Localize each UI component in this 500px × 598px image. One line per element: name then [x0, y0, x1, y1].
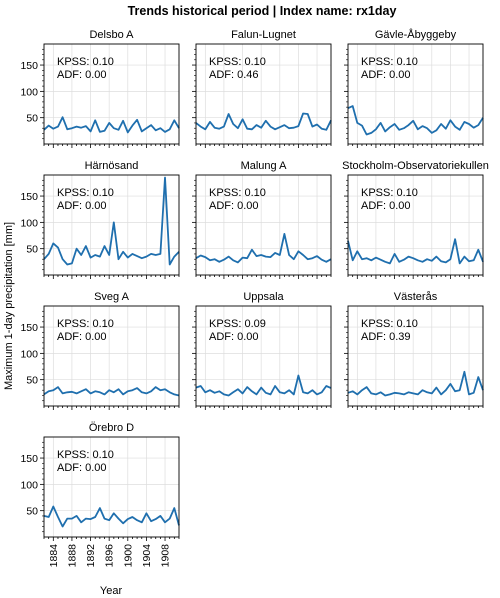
adf-annotation: ADF: 0.00 [361, 200, 411, 212]
adf-annotation: ADF: 0.39 [361, 331, 411, 343]
panel-frame [347, 174, 484, 276]
series-line [43, 505, 180, 528]
panel-title: Falun-Lugnet [231, 29, 296, 41]
panel-5: Stockholm-Observatoriekullen KPSS: 0.10AD… [342, 160, 489, 279]
adf-annotation: ADF: 0.00 [361, 69, 411, 81]
panel-frame [195, 174, 332, 276]
y-tick-label: 150 [20, 60, 38, 72]
kpss-annotation: KPSS: 0.09 [209, 318, 266, 330]
kpss-annotation: KPSS: 0.10 [361, 56, 418, 68]
panel-title: Delsbo A [89, 29, 134, 41]
series-line [195, 112, 332, 131]
series-line [347, 105, 484, 136]
kpss-annotation: KPSS: 0.10 [209, 187, 266, 199]
figure-xlabel: Year [100, 585, 123, 597]
panel-title: Gävle-Åbyggeby [375, 28, 457, 41]
x-tick-label: 1884 [48, 544, 60, 568]
kpss-annotation: KPSS: 0.10 [57, 318, 114, 330]
series-line [43, 386, 180, 397]
y-tick-label: 100 [20, 348, 38, 360]
y-tick-label: 50 [26, 506, 38, 518]
y-tick-label: 150 [20, 453, 38, 465]
panel-title: Västerås [394, 291, 438, 303]
panel-frame [43, 174, 180, 276]
adf-annotation: ADF: 0.46 [209, 69, 259, 81]
series-line [347, 238, 484, 265]
panel-frame [195, 305, 332, 407]
x-tick-label: 1908 [160, 544, 172, 568]
adf-annotation: ADF: 0.00 [209, 200, 259, 212]
kpss-annotation: KPSS: 0.10 [361, 318, 418, 330]
panel-frame [43, 43, 180, 145]
x-tick-label: 1888 [66, 544, 78, 568]
panel-frame [195, 43, 332, 145]
x-tick-label: 1900 [122, 544, 134, 568]
panel-frame [43, 436, 180, 538]
series-line [43, 176, 180, 266]
y-tick-label: 50 [26, 244, 38, 256]
adf-annotation: ADF: 0.00 [209, 331, 259, 343]
adf-annotation: ADF: 0.00 [57, 200, 107, 212]
x-tick-label: 1904 [141, 544, 153, 568]
figure-title: Trends historical period | Index name: r… [128, 4, 397, 18]
y-tick-label: 150 [20, 191, 38, 203]
x-tick-label: 1896 [104, 544, 116, 568]
panel-frame [347, 305, 484, 407]
adf-annotation: ADF: 0.00 [57, 331, 107, 343]
series-line [195, 374, 332, 397]
series-line [43, 116, 180, 134]
series-line [347, 370, 484, 397]
x-tick-label: 1892 [85, 544, 97, 568]
kpss-annotation: KPSS: 0.10 [209, 56, 266, 68]
panel-title: Örebro D [89, 422, 134, 434]
figure-ylabel: Maximum 1-day precipitation [mm] [3, 222, 15, 390]
series-line [195, 232, 332, 264]
y-tick-label: 100 [20, 479, 38, 491]
kpss-annotation: KPSS: 0.10 [57, 449, 114, 461]
y-tick-label: 50 [26, 113, 38, 125]
adf-annotation: ADF: 0.00 [57, 462, 107, 474]
panel-frame [347, 43, 484, 145]
panel-9: Örebro D 50 100 150 1884 1888 1892 1896 1900 1904… [20, 422, 180, 568]
panel-title: Malung A [241, 160, 288, 172]
panel-frame [43, 305, 180, 407]
kpss-annotation: KPSS: 0.10 [57, 56, 114, 68]
y-tick-label: 100 [20, 86, 38, 98]
panel-title: Härnösand [85, 160, 139, 172]
panel-title: Uppsala [243, 291, 284, 303]
y-tick-label: 50 [26, 375, 38, 387]
panel-title: Stockholm-Observatoriekullen [342, 160, 489, 172]
panel-title: Sveg A [94, 291, 130, 303]
y-tick-label: 150 [20, 322, 38, 334]
y-tick-label: 100 [20, 217, 38, 229]
kpss-annotation: KPSS: 0.10 [361, 187, 418, 199]
adf-annotation: ADF: 0.00 [57, 69, 107, 81]
kpss-annotation: KPSS: 0.10 [57, 187, 114, 199]
